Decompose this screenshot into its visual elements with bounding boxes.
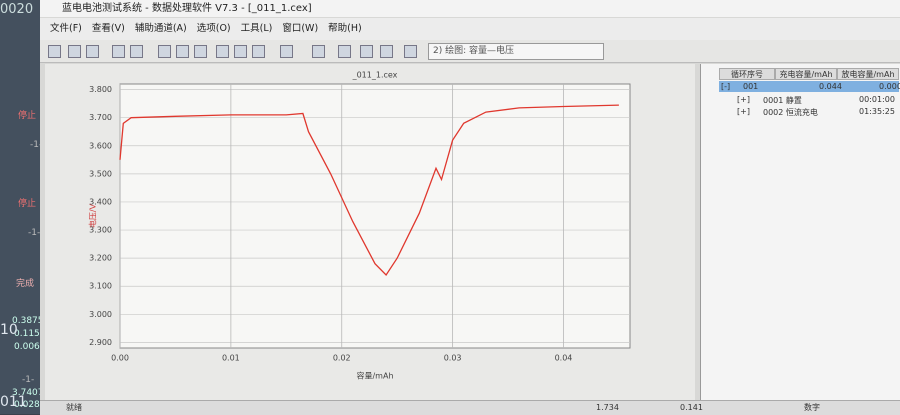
tool-button[interactable] [404,45,417,58]
column-header: 循环序号 [719,68,775,80]
status-text: 就绪 [66,403,82,412]
menu-item[interactable]: 辅助通道(A) [134,23,187,34]
column-header: 放电容量/mAh [837,68,899,80]
x-tick-label: 0.00 [111,354,129,363]
side-panel: 0020 停止 -1- 停止 -1- 完成 0.3875 0.115 0.006… [0,0,44,414]
channel-number: 10 [0,322,18,338]
y-tick-label: 2.900 [89,338,112,347]
index-label: -1- [28,228,41,238]
y-tick-label: 3.600 [89,141,112,150]
step-name: 0001 静置 [763,96,802,105]
x-axis-label: 容量/mAh [356,371,393,381]
step-time: 01:35:25 [859,107,895,116]
tool-button[interactable] [216,45,229,58]
status-value: 0.141 [680,403,703,412]
tool-button[interactable] [252,45,265,58]
tool-button[interactable] [48,45,61,58]
plot-dropdown[interactable]: 2) 绘图: 容量—电压 [428,43,604,60]
x-tick-label: 0.01 [222,354,240,363]
app-window: 蓝电电池测试系统 - 数据处理软件 V7.3 - [_011_1.cex] 文件… [40,0,900,415]
chart: _011_1.cex 容量/mAh 电压/V 2.900 3.000 3.100 3.… [88,71,631,381]
window-title: 蓝电电池测试系统 - 数据处理软件 V7.3 - [_011_1.cex] [40,0,900,17]
step-time: 00:01:00 [859,95,895,104]
y-tick-label: 3.000 [89,310,112,319]
tool-button[interactable] [338,45,351,58]
index-label: -1- [22,375,35,385]
selected-row[interactable] [719,81,899,92]
expand-toggle[interactable]: [+] [737,107,750,116]
y-axis-label: 电压/V [88,203,98,228]
plot-area [119,83,631,349]
tool-button[interactable] [360,45,373,58]
y-tick-label: 3.700 [89,113,112,122]
tool-button[interactable] [312,45,325,58]
tool-button[interactable] [130,45,143,58]
menu-item[interactable]: 窗口(W) [282,23,319,34]
menu-item[interactable]: 帮助(H) [328,23,362,34]
chart-title: _011_1.cex [352,71,398,80]
status-value: 1.734 [596,403,619,412]
y-tick-label: 3.100 [89,282,112,291]
tool-button[interactable] [194,45,207,58]
step-name: 0002 恒流充电 [763,108,818,117]
menu-item[interactable]: 文件(F) [50,23,82,34]
y-tick-label: 3.400 [89,197,112,206]
tool-button[interactable] [176,45,189,58]
status-label: 停止 [18,199,37,209]
cycle-id: 001 [743,82,759,91]
data-line [119,104,619,277]
tool-button[interactable] [234,45,247,58]
x-tick-label: 0.03 [444,354,462,363]
value-label: 3.7407 [12,388,44,398]
status-bar: 就绪 1.734 0.141 数字 [40,400,900,415]
y-tick-label: 3.200 [89,254,112,263]
y-tick-label: 3.300 [89,226,112,235]
x-tick-label: 0.04 [555,354,573,363]
expand-toggle[interactable]: [+] [737,95,750,104]
menu-item[interactable]: 查看(V) [91,23,125,34]
value-label: 0.028 [14,400,40,410]
status-text: 数字 [804,403,820,412]
status-label: 完成 [16,279,35,289]
value-label: 0.115 [14,329,40,339]
tool-button[interactable] [68,45,81,58]
cycle-table: 循环序号 充电容量/mAh 放电容量/mAh [-] 001 0.044 0.0… [700,64,900,400]
y-tick-label: 3.800 [89,85,112,94]
channel-label: 0020 [0,2,34,17]
index-label: -1- [30,140,43,150]
x-tick-label: 0.02 [333,354,351,363]
menu-bar: 文件(F) 查看(V) 辅助通道(A) 选项(O) 工具(L) 窗口(W) 帮助(H) [40,18,900,40]
column-header: 充电容量/mAh [775,68,837,80]
value-label: 0.3875 [12,316,44,326]
menu-item[interactable]: 工具(L) [240,23,273,34]
tool-button[interactable] [380,45,393,58]
chart-panel: _011_1.cex 容量/mAh 电压/V 2.900 3.000 3.100 3.… [45,64,695,400]
y-tick-label: 3.500 [89,169,112,178]
tool-button[interactable] [86,45,99,58]
tool-button[interactable] [280,45,293,58]
tool-button[interactable] [112,45,125,58]
menu-item[interactable]: 选项(O) [196,23,231,34]
expand-toggle[interactable]: [-] [721,82,731,91]
channel-number: 011 [0,394,27,410]
charge-capacity: 0.044 [819,82,842,91]
status-label: 停止 [18,111,37,121]
tool-button[interactable] [158,45,171,58]
discharge-capacity: 0.000 [879,82,900,91]
toolbar: 2) 绘图: 容量—电压 [40,40,900,63]
value-label: 0.006 [14,342,40,352]
